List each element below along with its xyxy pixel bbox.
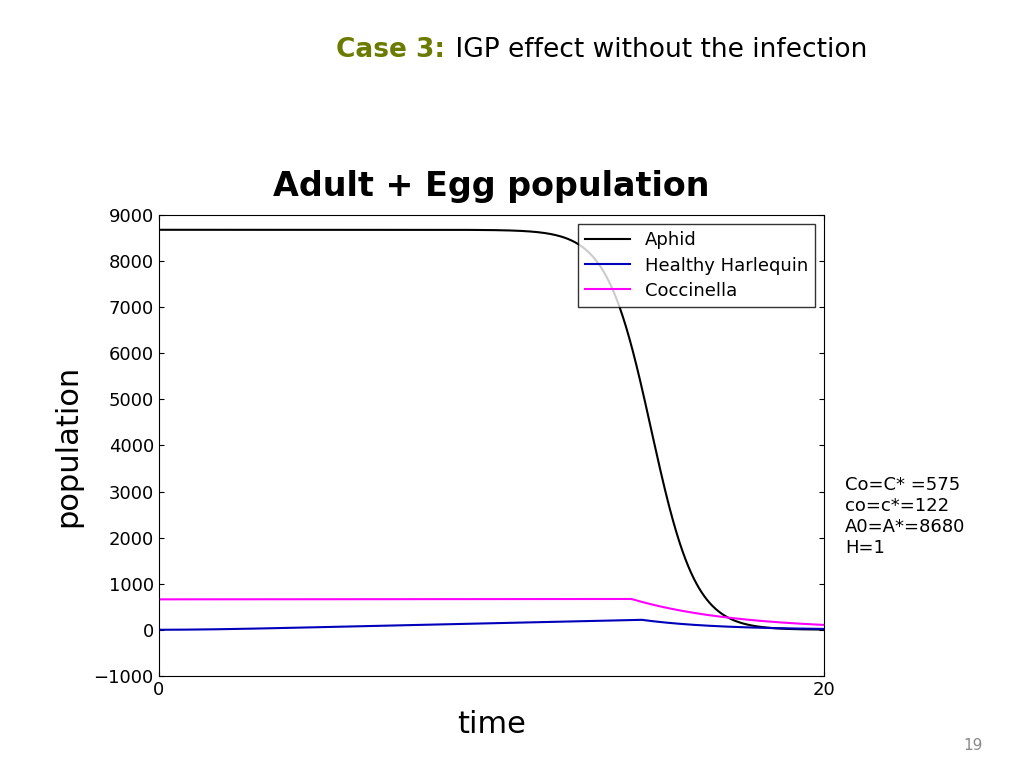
- Coccinella: [459, 594, 471, 604]
- Healthy Harlequin: [799, 624, 811, 634]
- Aphid: [459, 225, 471, 234]
- Aphid: [476, 225, 488, 234]
- Aphid: [799, 624, 811, 634]
- Healthy Harlequin: [818, 624, 830, 634]
- Text: IGP effect without the infection: IGP effect without the infection: [447, 37, 868, 63]
- Line: Coccinella: Coccinella: [159, 599, 824, 625]
- Line: Healthy Harlequin: Healthy Harlequin: [159, 620, 824, 630]
- Healthy Harlequin: [635, 615, 647, 624]
- Line: Aphid: Aphid: [159, 230, 824, 630]
- Healthy Harlequin: [476, 619, 488, 628]
- Healthy Harlequin: [677, 620, 689, 629]
- Aphid: [677, 548, 689, 557]
- X-axis label: time: time: [457, 710, 526, 739]
- Aphid: [799, 624, 811, 634]
- Coccinella: [799, 619, 811, 628]
- Aphid: [153, 225, 165, 234]
- Legend: Aphid, Healthy Harlequin, Coccinella: Aphid, Healthy Harlequin, Coccinella: [578, 224, 815, 307]
- Text: 19: 19: [964, 737, 983, 753]
- Coccinella: [625, 594, 637, 604]
- Coccinella: [476, 594, 488, 604]
- Healthy Harlequin: [799, 624, 811, 634]
- Coccinella: [818, 621, 830, 630]
- Coccinella: [186, 594, 199, 604]
- Coccinella: [153, 594, 165, 604]
- Healthy Harlequin: [459, 619, 471, 628]
- Text: Case 3:: Case 3:: [337, 37, 445, 63]
- Healthy Harlequin: [186, 625, 199, 634]
- Y-axis label: population: population: [53, 364, 83, 527]
- Coccinella: [799, 619, 811, 628]
- Text: Co=C* =575
co=c*=122
A0=A*=8680
H=1: Co=C* =575 co=c*=122 A0=A*=8680 H=1: [845, 476, 966, 557]
- Coccinella: [677, 607, 689, 616]
- Title: Adult + Egg population: Adult + Egg population: [273, 170, 710, 203]
- Healthy Harlequin: [153, 625, 165, 634]
- Aphid: [818, 625, 830, 634]
- Aphid: [186, 225, 199, 234]
